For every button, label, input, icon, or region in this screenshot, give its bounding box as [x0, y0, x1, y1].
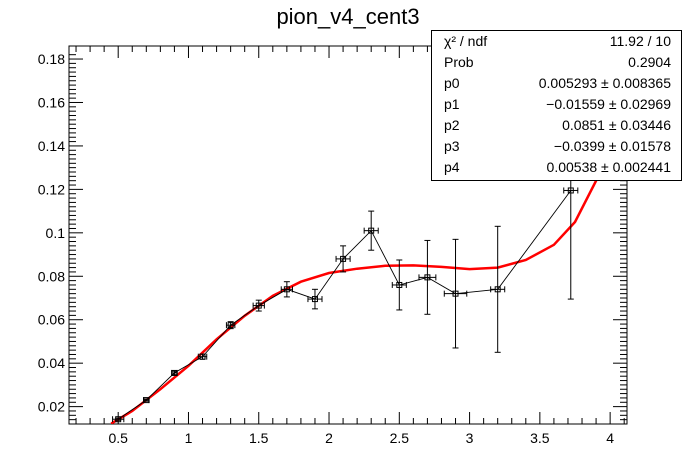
data-marker	[283, 286, 290, 293]
data-point	[443, 238, 468, 349]
y-tick-label: 0.06	[38, 312, 65, 328]
data-marker	[494, 286, 501, 293]
data-marker	[311, 296, 318, 303]
stats-row: p3 −0.0399 ± 0.01578	[432, 136, 681, 157]
data-marker	[452, 290, 459, 297]
data-marker	[227, 322, 234, 329]
x-tick-label: 4	[606, 430, 614, 446]
stats-row: χ² / ndf 11.92 / 10	[432, 31, 681, 52]
stat-name: p1	[444, 96, 460, 112]
y-tick-label: 0.02	[38, 399, 65, 415]
stats-row: p2 0.0851 ± 0.03446	[432, 115, 681, 136]
data-point	[280, 281, 293, 298]
data-point	[335, 245, 351, 273]
stat-name: p4	[444, 159, 460, 175]
stat-name: p3	[444, 138, 460, 154]
stat-name: p2	[444, 117, 460, 133]
fit-curve	[110, 138, 615, 424]
data-marker	[171, 369, 178, 376]
x-tick-label: 1.5	[249, 430, 269, 446]
data-marker	[424, 274, 431, 281]
data-point	[363, 210, 379, 251]
chart-title: pion_v4_cent3	[276, 4, 420, 29]
x-tick-label: 3	[466, 430, 474, 446]
data-marker	[396, 281, 403, 288]
fit-layer	[110, 138, 615, 424]
y-tick-label: 0.04	[38, 355, 65, 371]
data-point	[171, 369, 178, 376]
y-tick-label: 0.14	[38, 138, 65, 154]
data-marker	[368, 227, 375, 234]
data-marker	[340, 255, 347, 262]
y-tick-label: 0.08	[38, 268, 65, 284]
stats-box: χ² / ndf 11.92 / 10 Prob 0.2904 p0 0.005…	[431, 30, 682, 181]
data-point	[225, 321, 236, 330]
data-point	[252, 299, 265, 312]
y-tick-label: 0.12	[38, 181, 65, 197]
data-point	[112, 416, 125, 423]
data-marker	[143, 397, 150, 404]
data-marker	[115, 416, 122, 423]
stat-value: 0.005293 ± 0.008365	[538, 75, 671, 91]
stat-value: 11.92 / 10	[609, 33, 671, 49]
stat-value: 0.0851 ± 0.03446	[562, 117, 671, 133]
data-point	[307, 288, 323, 310]
y-tick-label: 0.1	[46, 225, 66, 241]
x-tick-label: 1	[185, 430, 193, 446]
stat-value: −0.0399 ± 0.01578	[553, 138, 671, 154]
data-point	[197, 353, 208, 360]
y-tick-label: 0.18	[38, 51, 65, 67]
data-marker	[567, 187, 574, 194]
stat-name: χ² / ndf	[444, 33, 488, 49]
data-point	[391, 259, 407, 311]
stat-value: 0.00538 ± 0.002441	[546, 159, 671, 175]
stat-name: Prob	[444, 54, 474, 70]
x-axis: 0.5 1 1.5 2 2.5 3 3.5 4	[75, 46, 625, 446]
data-marker	[199, 353, 206, 360]
x-tick-label: 0.5	[108, 430, 128, 446]
data-point	[490, 225, 506, 353]
data-point	[142, 397, 150, 404]
stat-value: 0.2904	[628, 54, 671, 70]
stats-row: p4 0.00538 ± 0.002441	[432, 157, 681, 178]
stat-value: −0.01559 ± 0.02969	[546, 96, 671, 112]
stats-row: Prob 0.2904	[432, 52, 681, 73]
stats-row: p1 −0.01559 ± 0.02969	[432, 94, 681, 115]
stat-name: p0	[444, 75, 460, 91]
x-tick-label: 2	[325, 430, 333, 446]
y-tick-label: 0.16	[38, 94, 65, 110]
y-axis: 0.02 0.04 0.06 0.08 0.1 0.12 0.14 0.16 0.18	[38, 51, 627, 425]
x-tick-label: 3.5	[530, 430, 550, 446]
data-marker	[255, 302, 262, 309]
data-point	[418, 239, 437, 315]
x-tick-label: 2.5	[390, 430, 410, 446]
stats-row: p0 0.005293 ± 0.008365	[432, 73, 681, 94]
